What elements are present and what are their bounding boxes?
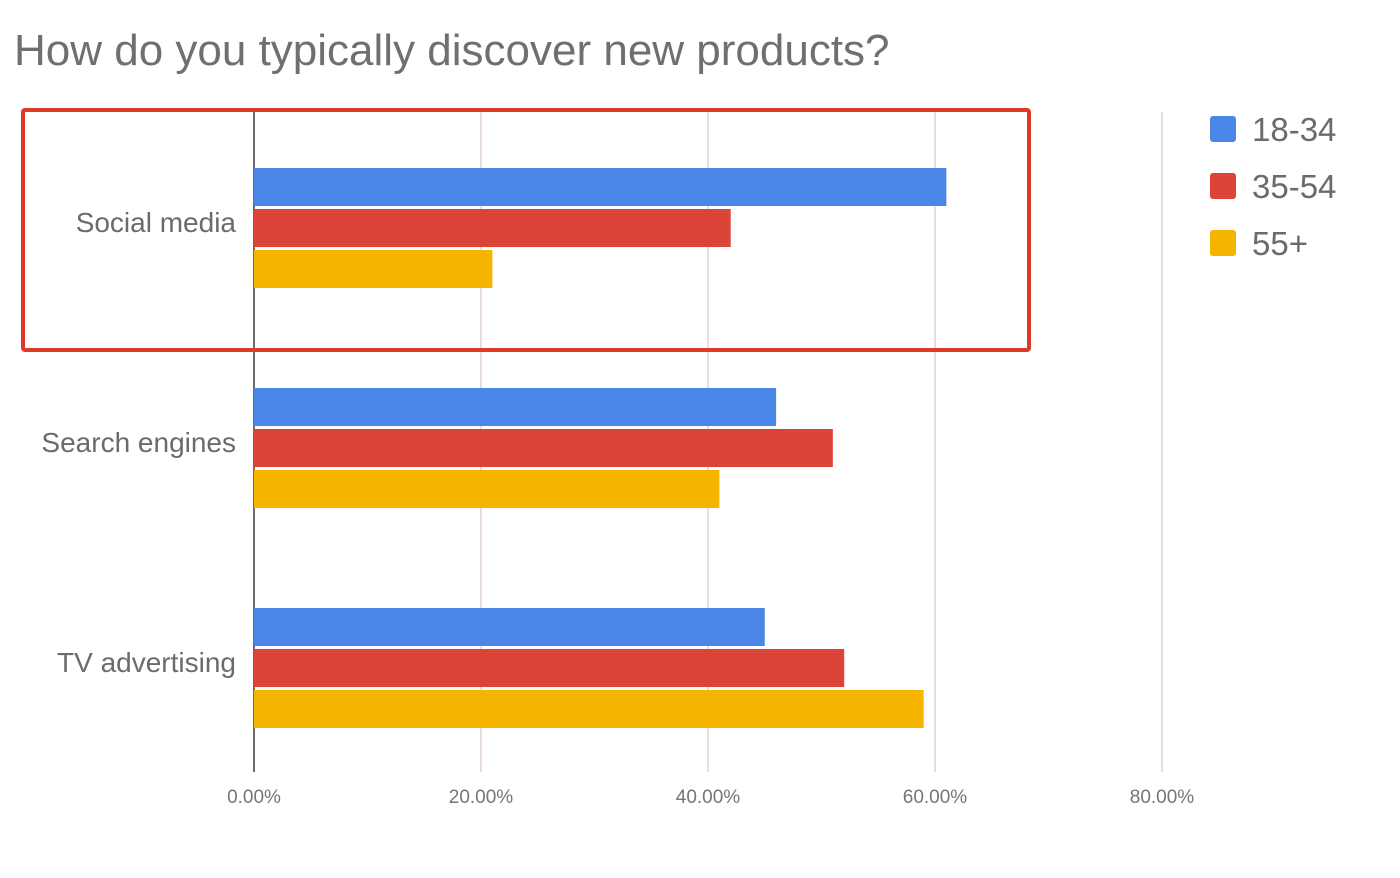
bar [254, 250, 493, 288]
highlight-box [21, 108, 1031, 352]
legend: 18-34 35-54 55+ [1210, 111, 1336, 262]
category-label: Search engines [41, 427, 236, 458]
x-tick-label: 0.00% [227, 787, 281, 808]
legend-swatch [1210, 173, 1236, 199]
bar [254, 388, 777, 426]
bar [254, 649, 845, 687]
category-label: Social media [76, 207, 237, 238]
bar [254, 470, 720, 508]
x-tick-label: 20.00% [449, 787, 514, 808]
x-tick-label: 60.00% [903, 787, 968, 808]
x-tick-label: 40.00% [676, 787, 741, 808]
category-label: TV advertising [57, 647, 236, 678]
bar [254, 209, 731, 247]
legend-label: 35-54 [1252, 168, 1336, 205]
bars [254, 168, 947, 728]
x-tick-label: 80.00% [1130, 787, 1195, 808]
bar [254, 429, 833, 467]
legend-label: 55+ [1252, 225, 1308, 262]
category-labels: Social media Search engines TV advertising [41, 207, 236, 678]
highlight-box-layer [21, 108, 1031, 352]
chart-title: How do you typically discover new produc… [14, 26, 890, 75]
bar [254, 690, 924, 728]
bar [254, 168, 947, 206]
legend-swatch [1210, 116, 1236, 142]
tick-labels: 0.00% 20.00% 40.00% 60.00% 80.00% [227, 787, 1194, 808]
bar [254, 608, 765, 646]
legend-swatch [1210, 230, 1236, 256]
legend-label: 18-34 [1252, 111, 1336, 148]
